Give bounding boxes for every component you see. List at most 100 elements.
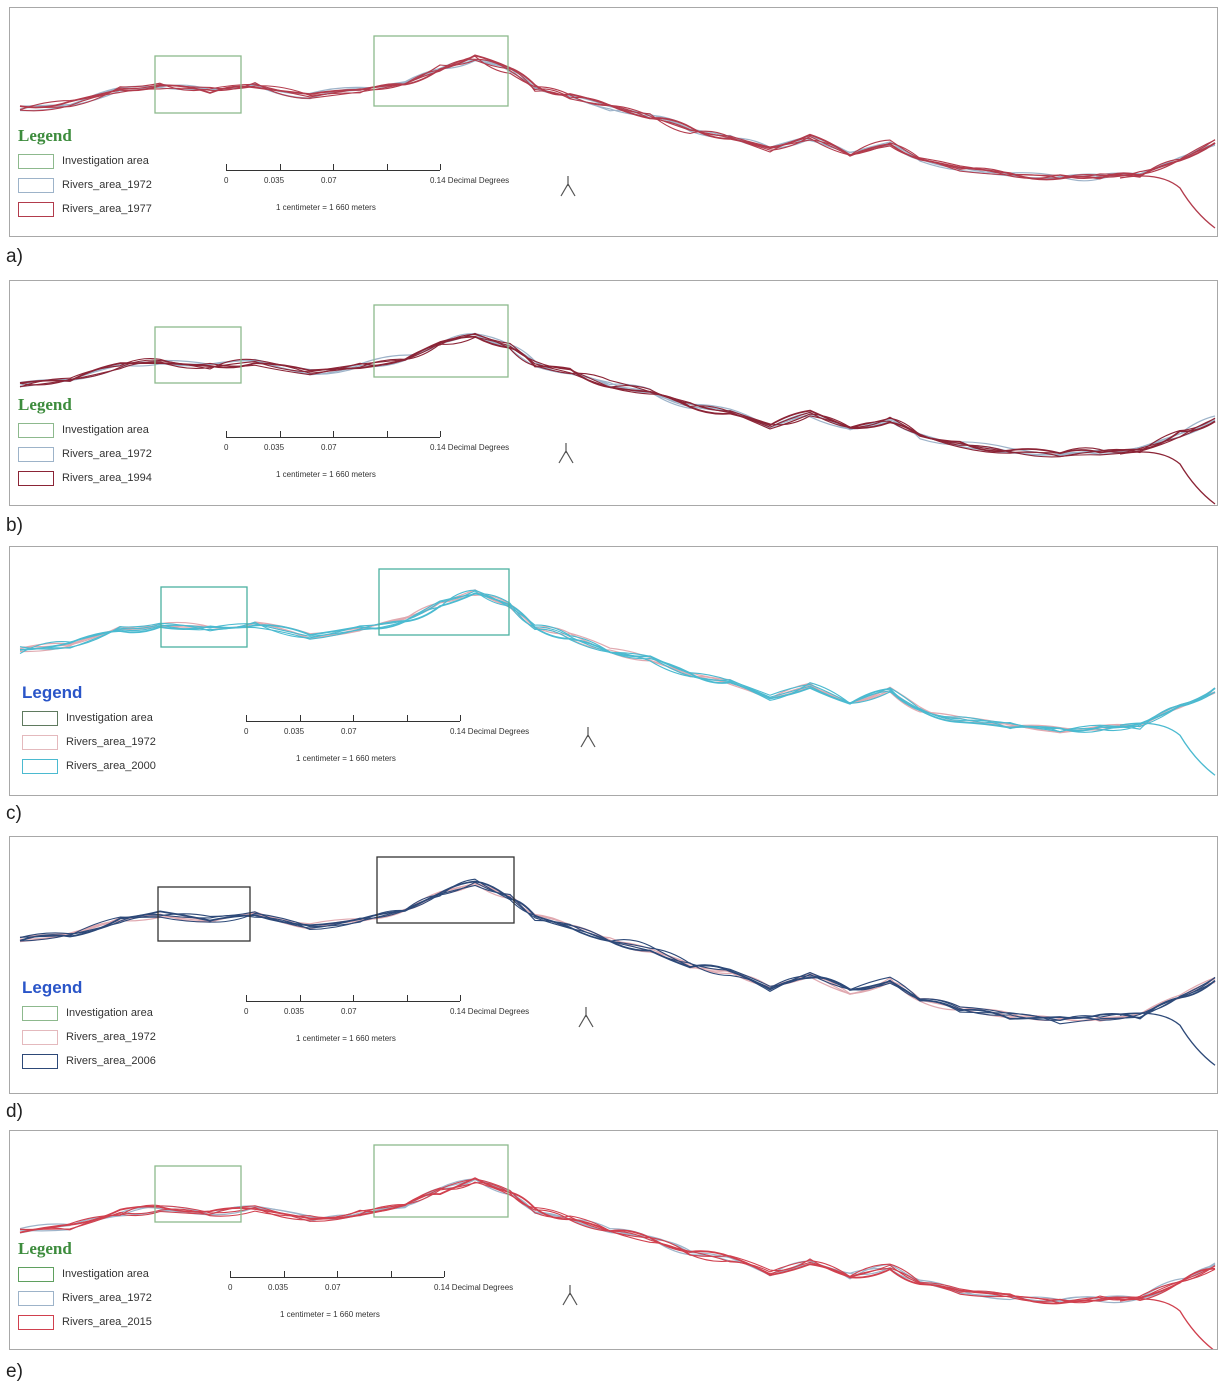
river-year-line <box>19 1182 1216 1302</box>
scale-tick <box>444 1271 445 1277</box>
scale-unit-label: 0.14 Decimal Degrees <box>450 1007 530 1016</box>
legend-swatch <box>18 177 54 193</box>
panel-label-b: b) <box>6 515 23 536</box>
river-year-line <box>19 592 1216 732</box>
river-year-line <box>19 1177 1216 1305</box>
legend-swatch <box>22 1005 58 1021</box>
scale-tick-label: 0 <box>244 1007 249 1016</box>
river-year-line <box>19 336 1216 454</box>
scale-tick <box>246 715 247 721</box>
river-map-b <box>19 304 1216 505</box>
river-1972-line <box>19 882 1216 1022</box>
legend-swatch <box>18 1290 54 1306</box>
scale-tick-label: 0.07 <box>325 1283 341 1292</box>
legend-label: Investigation area <box>62 424 149 436</box>
legend-label: Investigation area <box>62 1268 149 1280</box>
legend-label: Rivers_area_1972 <box>62 179 152 191</box>
scale-tick <box>440 164 441 170</box>
river-year-line <box>19 55 1216 180</box>
scale-tick <box>246 995 247 1001</box>
investigation-area-box <box>160 586 248 648</box>
scale-tick <box>226 164 227 170</box>
legend-label: Rivers_area_1972 <box>66 1031 156 1043</box>
legend-item-investigation: Investigation area <box>18 149 152 173</box>
river-year-line <box>19 880 1216 1020</box>
river-1972-line <box>19 1178 1216 1301</box>
scale-tick <box>390 1271 392 1277</box>
legend-title: Legend <box>22 978 83 997</box>
legend-e: Legend Investigation area Rivers_area_19… <box>18 1239 152 1334</box>
legend-d: Legend Investigation area Rivers_area_19… <box>22 978 156 1073</box>
map-panel-b: Legend Investigation area Rivers_area_19… <box>9 280 1218 506</box>
investigation-area-box <box>376 856 515 924</box>
river-1972-line <box>19 589 1216 734</box>
river-year-line <box>19 54 1216 181</box>
scale-tick <box>353 715 354 721</box>
legend-swatch <box>22 734 58 750</box>
river-year-line <box>19 593 1216 733</box>
scale-tick-label: 0 <box>228 1283 233 1292</box>
river-tributary-line <box>1119 451 1216 505</box>
scale-tick-label: 0.035 <box>284 1007 305 1016</box>
legend-swatch <box>18 470 54 486</box>
river-1972-line <box>19 1178 1216 1303</box>
scale-bar-e: 0 0.035 0.07 0.14 Decimal Degrees 1 cent… <box>228 1269 513 1319</box>
scale-tick <box>333 431 334 437</box>
legend-item-investigation: Investigation area <box>18 1262 152 1286</box>
legend-item-1972: Rivers_area_1972 <box>18 1286 152 1310</box>
legend-a: Legend Investigation area Rivers_area_19… <box>18 126 152 221</box>
legend-label: Rivers_area_1972 <box>66 736 156 748</box>
legend-item-year: Rivers_area_2015 <box>18 1310 152 1334</box>
scale-tick-label: 0 <box>224 176 229 185</box>
legend-swatch <box>22 758 58 774</box>
legend-item-1972: Rivers_area_1972 <box>22 730 156 754</box>
legend-label: Investigation area <box>62 155 149 167</box>
river-year-line <box>19 1181 1216 1304</box>
legend-label: Rivers_area_2006 <box>66 1055 156 1067</box>
river-map-e <box>19 1144 1216 1349</box>
scale-bar-line <box>246 713 461 722</box>
panel-label-a: a) <box>6 246 23 267</box>
river-tributary-line <box>1119 175 1216 229</box>
river-year-line <box>19 881 1216 1025</box>
legend-item-investigation: Investigation area <box>22 1001 156 1025</box>
river-map-d <box>19 856 1216 1066</box>
scale-ratio-label: 1 centimeter = 1 660 meters <box>276 470 376 479</box>
river-1972-line <box>19 333 1216 456</box>
river-tributary-line <box>1119 1012 1216 1066</box>
river-1972-line <box>19 882 1216 1022</box>
legend-label: Rivers_area_1972 <box>62 1292 152 1304</box>
map-panel-d: Legend Investigation area Rivers_area_19… <box>9 836 1218 1094</box>
legend-label: Rivers_area_2000 <box>66 760 156 772</box>
scale-bar-a: 0 0.035 0.07 0.14 Decimal Degrees 1 cent… <box>224 162 509 212</box>
scale-unit-label: 0.14 Decimal Degrees <box>434 1283 514 1292</box>
scale-bar-d: 0 0.035 0.07 0.14 Decimal Degrees 1 cent… <box>244 993 529 1043</box>
scale-bar-line <box>226 429 441 438</box>
scale-tick-label: 0.07 <box>321 443 337 452</box>
north-arrow-icon <box>562 1285 578 1306</box>
scale-bar-line <box>230 1269 445 1278</box>
river-year-line <box>19 333 1216 458</box>
legend-item-1972: Rivers_area_1972 <box>18 173 152 197</box>
legend-swatch <box>18 446 54 462</box>
river-year-line <box>19 878 1216 1021</box>
legend-label: Rivers_area_2015 <box>62 1316 152 1328</box>
map-panel-a: Legend Investigation area Rivers_area_19… <box>9 7 1218 237</box>
legend-label: Rivers_area_1972 <box>62 448 152 460</box>
investigation-area-box <box>373 35 509 107</box>
scale-bar-c: 0 0.035 0.07 0.14 Decimal Degrees 1 cent… <box>244 713 529 763</box>
scale-tick-label: 0.035 <box>264 443 285 452</box>
river-tributary-line <box>1119 1298 1214 1349</box>
scale-ratio-label: 1 centimeter = 1 660 meters <box>296 754 396 763</box>
legend-swatch <box>22 1029 58 1045</box>
legend-label: Investigation area <box>66 1007 153 1019</box>
panel-label-c: c) <box>6 803 22 824</box>
legend-item-year: Rivers_area_1994 <box>18 466 152 490</box>
river-map-a <box>19 35 1216 229</box>
legend-title: Legend <box>18 126 72 145</box>
scale-tick <box>386 164 388 170</box>
north-arrow-icon <box>580 727 596 748</box>
legend-swatch <box>18 201 54 217</box>
river-1972-line <box>19 594 1216 730</box>
scale-unit-label: 0.14 Decimal Degrees <box>430 443 510 452</box>
